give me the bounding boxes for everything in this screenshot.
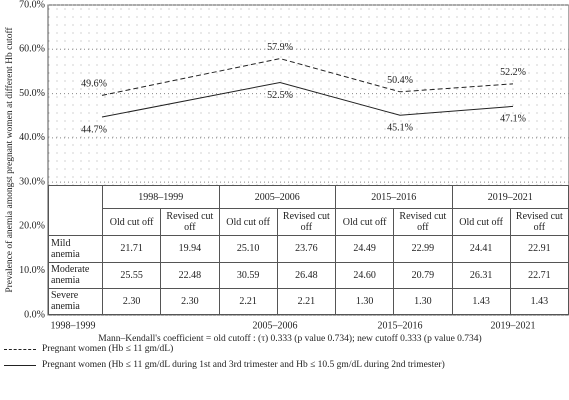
subheader: Revised cut off [509,208,569,237]
group-header: 2005–2006 [218,184,336,210]
series-line [101,81,514,118]
group-header: 1998–1999 [102,184,220,210]
x-tick-label: 2019–2021 [491,320,536,331]
data-label: 52.2% [500,67,526,78]
row-label: Severe anemia [48,287,103,316]
data-label: 57.9% [267,42,293,53]
cell: 24.41 [451,235,511,263]
header-row: 1998–1999 2005–2006 2015–2016 2019–2021 [48,184,569,237]
cell: 26.48 [276,261,337,289]
cell: 2.21 [276,287,337,316]
subheader: Old cut off [218,208,278,237]
data-table: 1998–1999 2005–2006 2015–2016 2019–2021 Old … [48,184,569,316]
row-label: Moderate anemia [48,261,103,289]
x-tick-label: 1998–1999 [51,320,96,331]
legend-label: Pregnant women (Hb ≤ 11 gm/dL) [42,344,174,354]
cell: 25.55 [101,261,162,289]
cell: 1.30 [393,287,453,316]
cell: 2.30 [101,287,162,316]
group-header: 2019–2021 [451,184,569,210]
cell: 1.43 [509,287,569,316]
table-row: Mild anemia 21.71 19.94 25.10 23.76 24.49 22.9… [48,235,569,263]
table-row: Severe anemia 2.30 2.30 2.21 2.21 1.30 1.30 1.4… [48,287,569,316]
cell: 24.60 [334,261,395,289]
y-tick-label: 10.0% [19,265,45,276]
subheader: Old cut off [334,208,395,237]
corner-cell [48,184,103,237]
subheader: Old cut off [101,208,162,237]
y-tick-label: 40.0% [19,132,45,143]
cell: 22.48 [160,261,220,289]
subheader-row: Old cut off Revised cut off Old cut off Rev… [49,208,569,237]
data-label: 50.4% [387,75,413,86]
cell: 22.71 [509,261,569,289]
cell: 19.94 [160,235,220,263]
data-label: 45.1% [387,123,413,134]
row-label: Mild anemia [48,235,103,263]
cell: 22.99 [393,235,453,263]
y-tick-label: 60.0% [19,44,45,55]
data-label: 44.7% [81,124,107,135]
cell: 22.91 [509,235,569,263]
cell: 1.30 [334,287,395,316]
y-tick-label: 0.0% [24,309,45,320]
series-line [101,58,514,96]
legend-item: Pregnant women (Hb ≤ 11 gm/dL during 1st… [4,359,504,371]
legend-swatch [4,349,36,350]
legend-item: Pregnant women (Hb ≤ 11 gm/dL) [4,343,504,355]
cell: 23.76 [276,235,337,263]
legend-swatch [4,365,36,366]
cell: 21.71 [101,235,162,263]
cell: 20.79 [393,261,453,289]
cell: 26.31 [451,261,511,289]
cell: 2.30 [160,287,220,316]
cell: 25.10 [218,235,278,263]
cell: 30.59 [218,261,278,289]
group-header: 2015–2016 [335,184,453,210]
subheader: Revised cut off [393,208,453,237]
annotation: Mann–Kendall's coefficient = old cutoff … [98,333,481,344]
cell: 2.21 [218,287,278,316]
y-tick-label: 70.0% [19,0,45,10]
legend-label: Pregnant women (Hb ≤ 11 gm/dL during 1st… [42,360,445,370]
x-tick-label: 2015–2016 [378,320,423,331]
y-tick-label: 30.0% [19,176,45,187]
data-label: 47.1% [500,114,526,125]
data-label: 49.6% [81,79,107,90]
cell: 1.43 [451,287,511,316]
cell: 24.49 [334,235,395,263]
data-label: 52.5% [267,90,293,101]
x-tick-label: 2005–2006 [253,320,298,331]
y-tick-label: 50.0% [19,88,45,99]
subheader: Revised cut off [160,208,220,237]
y-axis-label: Prevalence of anemia amongst pregnant wo… [4,27,15,293]
subheader: Revised cut off [276,208,337,237]
table-row: Moderate anemia 25.55 22.48 30.59 26.48 24.60… [48,261,569,289]
y-tick-label: 20.0% [19,221,45,232]
subheader: Old cut off [451,208,511,237]
legend: Pregnant women (Hb ≤ 11 gm/dL) Pregnant w… [4,343,504,375]
